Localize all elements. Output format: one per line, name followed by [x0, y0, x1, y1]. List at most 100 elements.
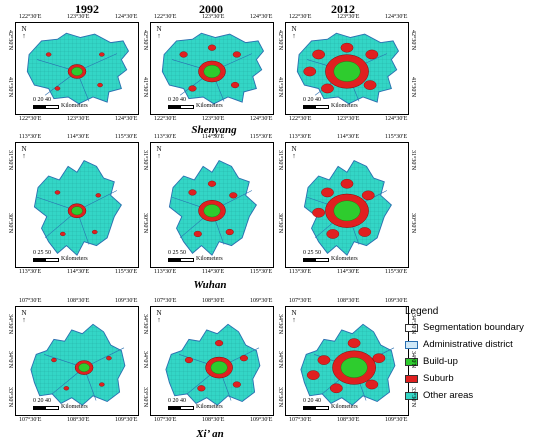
coord-label-left: 34°30′N: [142, 314, 148, 335]
buildup-area: [71, 67, 83, 76]
coord-label-left: 31°30′N: [277, 150, 283, 171]
map-xian-2012: [285, 306, 409, 416]
legend-swatch: [405, 323, 418, 332]
coord-label-top: 108°30′E: [67, 298, 90, 304]
map-shenyang-2012: [285, 22, 409, 115]
coord-label-bottom: 109°30′E: [250, 417, 273, 423]
coord-label-top: 107°30′E: [19, 298, 42, 304]
buildup-area: [210, 361, 228, 375]
buildup-area: [333, 200, 361, 222]
north-arrow-icon: N ↑: [291, 25, 297, 40]
suburb-patch: [97, 82, 103, 88]
coord-label-bottom: 122°30′E: [19, 116, 42, 122]
suburb-patch: [184, 356, 193, 364]
coord-label-left: 30°30′N: [7, 213, 13, 234]
city-label-shenyang: Shenyang: [191, 124, 237, 136]
legend-label: Segmentation boundary: [423, 322, 524, 333]
scale-units-label: Kilometers: [61, 103, 88, 109]
coord-label-left: 31°30′N: [7, 150, 13, 171]
city-map-svg: [300, 323, 396, 406]
suburb-patch: [207, 180, 217, 187]
north-arrow-icon: N ↑: [291, 145, 297, 160]
coord-label-top: 107°30′E: [289, 298, 312, 304]
scale-bar: [303, 406, 329, 410]
coord-label-left: 34°30′N: [277, 314, 283, 335]
coord-label-top: 109°30′E: [115, 298, 138, 304]
scale-bar: [168, 105, 194, 109]
coord-label-bottom: 115°30′E: [250, 269, 273, 275]
coord-label-bottom: 114°30′E: [337, 269, 360, 275]
year-2000: 2000: [199, 2, 223, 16]
coord-label-right: 30°30′N: [410, 213, 416, 234]
city-map-svg: [165, 323, 261, 406]
map-wuhan-2012: [285, 142, 409, 268]
buildup-area: [333, 61, 361, 82]
suburb-patch: [106, 356, 112, 361]
coord-label-bottom: 114°30′E: [202, 269, 225, 275]
city-map-svg: [26, 32, 130, 105]
legend-item-buildup: Build-up: [405, 353, 547, 370]
suburb-patch: [232, 51, 241, 58]
north-arrow-icon: N ↑: [21, 25, 27, 40]
north-arrow-icon: N ↑: [156, 145, 162, 160]
legend-item-suburb: Suburb: [405, 370, 547, 387]
suburb-patch: [225, 228, 234, 236]
north-arrow-icon: N ↑: [21, 309, 27, 324]
coord-label-bottom: 123°30′E: [67, 116, 90, 122]
suburb-patch: [340, 42, 354, 53]
scale-ticks: 0 25 50: [303, 250, 321, 256]
coord-label-bottom: 107°30′E: [289, 417, 312, 423]
suburb-patch: [197, 385, 206, 392]
coord-label-top: 108°30′E: [337, 298, 360, 304]
coord-label-bottom: 124°30′E: [115, 116, 138, 122]
scale-units-label: Kilometers: [61, 404, 88, 410]
coord-label-left: 31°30′N: [142, 150, 148, 171]
north-arrow-icon: N ↑: [21, 145, 27, 160]
suburb-patch: [99, 382, 105, 387]
coord-label-bottom: 115°30′E: [115, 269, 138, 275]
coord-label-bottom: 123°30′E: [202, 116, 225, 122]
legend-label: Other areas: [423, 390, 474, 401]
map-xian-2000: [150, 306, 274, 416]
buildup-area: [71, 206, 83, 216]
coord-label-top: 109°30′E: [250, 298, 273, 304]
coord-label-bottom: 113°30′E: [19, 269, 42, 275]
legend-label: Administrative district: [423, 339, 513, 350]
coord-label-top: 107°30′E: [154, 298, 177, 304]
coord-label-bottom: 122°30′E: [289, 116, 312, 122]
coord-label-left: 34°0′N: [7, 350, 13, 368]
coord-label-top: 109°30′E: [385, 298, 408, 304]
coord-label-top: 124°30′E: [250, 14, 273, 20]
scale-bar: [168, 406, 194, 410]
city-map-svg: [30, 323, 126, 406]
city-label-xian: Xi’ an: [196, 428, 224, 440]
scale-units-label: Kilometers: [196, 256, 223, 262]
suburb-patch: [303, 66, 317, 77]
scale-ticks: 0 25 50: [33, 250, 51, 256]
suburb-patch: [330, 383, 343, 394]
coord-label-bottom: 124°30′E: [385, 116, 408, 122]
coord-label-top: 113°30′E: [154, 134, 177, 140]
suburb-patch: [306, 370, 320, 380]
coord-label-top: 114°30′E: [202, 134, 225, 140]
legend-label: Suburb: [423, 373, 454, 384]
coord-label-top: 122°30′E: [19, 14, 42, 20]
coord-label-left: 42°30′N: [277, 30, 283, 51]
legend-swatch: [405, 374, 418, 383]
suburb-patch: [312, 49, 325, 60]
scale-ticks: 0 20 40: [168, 97, 186, 103]
buildup-area: [78, 363, 90, 372]
suburb-patch: [358, 227, 372, 237]
suburb-patch: [317, 355, 331, 365]
city-label-wuhan: Wuhan: [193, 279, 227, 291]
suburb-patch: [232, 381, 241, 388]
coord-label-bottom: 107°30′E: [154, 417, 177, 423]
coord-label-left: 34°0′N: [142, 350, 148, 368]
buildup-area: [203, 64, 221, 78]
map-xian-1992: [15, 306, 139, 416]
scale-bar: [168, 258, 194, 262]
coord-label-top: 122°30′E: [154, 14, 177, 20]
scale-units-label: Kilometers: [196, 404, 223, 410]
coord-label-top: 114°30′E: [337, 134, 360, 140]
suburb-patch: [229, 192, 238, 199]
